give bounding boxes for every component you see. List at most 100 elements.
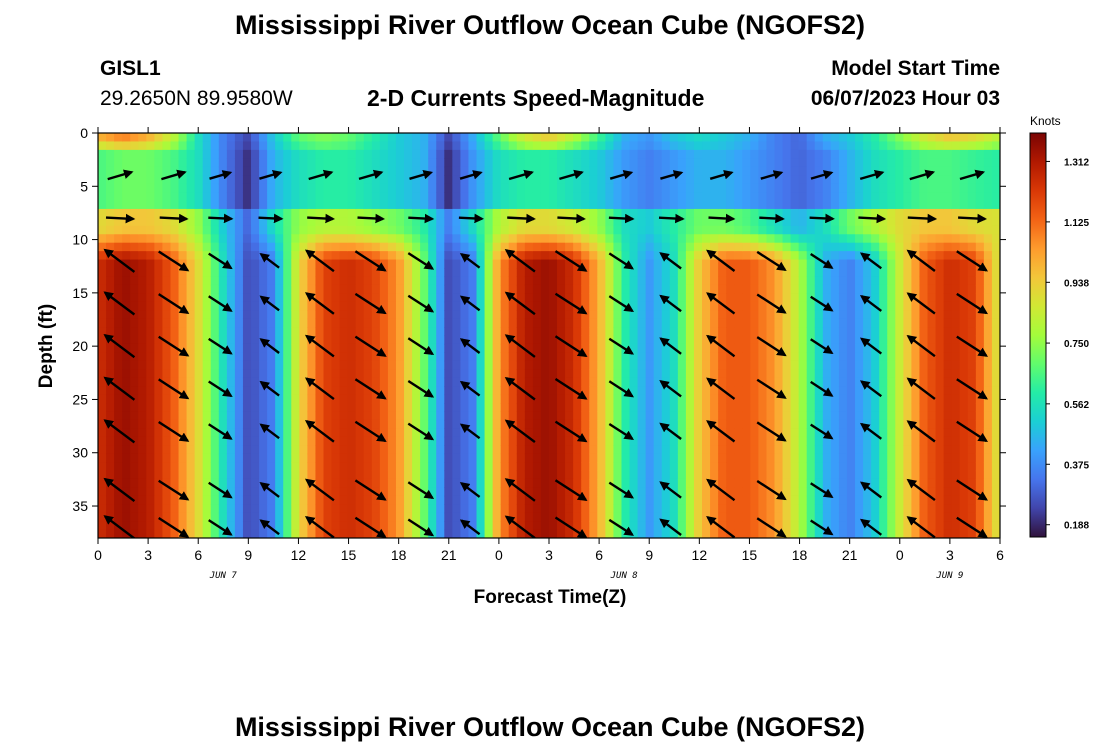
heatmap-cell — [291, 225, 300, 235]
heatmap-cell — [718, 352, 727, 362]
heatmap-cell — [202, 419, 212, 429]
heatmap-cell — [395, 403, 405, 413]
heatmap-cell — [532, 436, 542, 446]
heatmap-cell — [395, 175, 405, 185]
heatmap-cell — [597, 268, 606, 278]
heatmap-cell — [452, 327, 462, 337]
heatmap-cell — [621, 436, 631, 446]
heatmap-cell — [444, 251, 453, 261]
heatmap-cell — [814, 394, 824, 404]
heatmap-cell — [275, 183, 284, 193]
heatmap-cell — [629, 352, 639, 362]
heatmap-cell — [170, 419, 180, 429]
heatmap-cell — [790, 166, 800, 176]
heatmap-cell — [404, 149, 413, 159]
heatmap-cell — [291, 259, 300, 269]
heatmap-cell — [830, 208, 840, 218]
heatmap-cell — [863, 268, 872, 278]
heatmap-cell — [387, 369, 397, 379]
heatmap-cell — [476, 403, 486, 413]
heatmap-cell — [452, 521, 462, 531]
heatmap-cell — [98, 428, 107, 438]
heatmap-cell — [814, 175, 824, 185]
heatmap-cell — [379, 487, 389, 497]
heatmap-cell — [557, 200, 566, 210]
heatmap-cell — [661, 327, 671, 337]
heatmap-cell — [500, 436, 510, 446]
heatmap-cell — [98, 175, 107, 185]
heatmap-cell — [887, 411, 896, 421]
heatmap-cell — [573, 234, 582, 244]
heatmap-cell — [500, 200, 510, 210]
heatmap-cell — [919, 495, 929, 505]
heatmap-cell — [718, 394, 727, 404]
heatmap-cell — [685, 453, 695, 463]
heatmap-cell — [339, 394, 349, 404]
heatmap-cell — [911, 259, 921, 269]
heatmap-cell — [677, 335, 687, 345]
heatmap-cell — [162, 394, 172, 404]
heatmap-cell — [581, 386, 590, 396]
heatmap-cell — [798, 200, 808, 210]
heatmap-cell — [838, 158, 848, 168]
heatmap-cell — [339, 529, 349, 538]
heatmap-cell — [838, 175, 848, 185]
heatmap-cell — [154, 360, 164, 370]
heatmap-cell — [814, 462, 824, 472]
heatmap-cell — [597, 149, 606, 159]
heatmap-cell — [669, 318, 679, 328]
heatmap-cell — [798, 175, 808, 185]
heatmap-cell — [420, 141, 429, 151]
heatmap-cell — [299, 217, 308, 227]
heatmap-cell — [750, 225, 759, 235]
heatmap-cell — [283, 495, 292, 505]
heatmap-cell — [323, 419, 333, 429]
heatmap-cell — [605, 158, 615, 168]
heatmap-cell — [154, 403, 164, 413]
heatmap-cell — [347, 377, 357, 387]
heatmap-cell — [122, 284, 131, 294]
heatmap-cell — [194, 369, 204, 379]
heatmap-cell — [814, 436, 824, 446]
heatmap-cell — [379, 251, 389, 261]
heatmap-cell — [927, 175, 937, 185]
heatmap-cell — [806, 284, 816, 294]
heatmap-cell — [774, 208, 784, 218]
heatmap-cell — [331, 251, 341, 261]
heatmap-cell — [226, 327, 236, 337]
heatmap-cell — [363, 208, 373, 218]
heatmap-cell — [484, 521, 494, 531]
heatmap-cell — [677, 301, 687, 311]
heatmap-cell — [565, 360, 574, 370]
heatmap-cell — [653, 436, 663, 446]
heatmap-cell — [492, 284, 502, 294]
heatmap-cell — [524, 268, 534, 278]
heatmap-cell — [452, 166, 462, 176]
heatmap-cell — [331, 234, 341, 244]
heatmap-cell — [621, 284, 631, 294]
heatmap-cell — [347, 487, 357, 497]
heatmap-cell — [226, 352, 236, 362]
heatmap-cell — [106, 521, 115, 531]
heatmap-cell — [259, 225, 268, 235]
heatmap-cell — [540, 403, 550, 413]
heatmap-cell — [130, 521, 139, 531]
heatmap-cell — [114, 487, 123, 497]
heatmap-cell — [114, 133, 123, 143]
heatmap-cell — [814, 327, 824, 337]
heatmap-cell — [621, 369, 631, 379]
heatmap-cell — [339, 512, 349, 522]
heatmap-cell — [661, 242, 671, 252]
heatmap-cell — [162, 377, 172, 387]
heatmap-cell — [315, 478, 325, 488]
heatmap-cell — [412, 310, 421, 320]
heatmap-cell — [605, 386, 615, 396]
heatmap-cell — [895, 478, 904, 488]
heatmap-cell — [154, 183, 164, 193]
heatmap-cell — [557, 158, 566, 168]
heatmap-cell — [798, 403, 808, 413]
heatmap-cell — [420, 335, 429, 345]
heatmap-cell — [355, 343, 365, 353]
heatmap-cell — [629, 436, 639, 446]
heatmap-cell — [404, 301, 413, 311]
